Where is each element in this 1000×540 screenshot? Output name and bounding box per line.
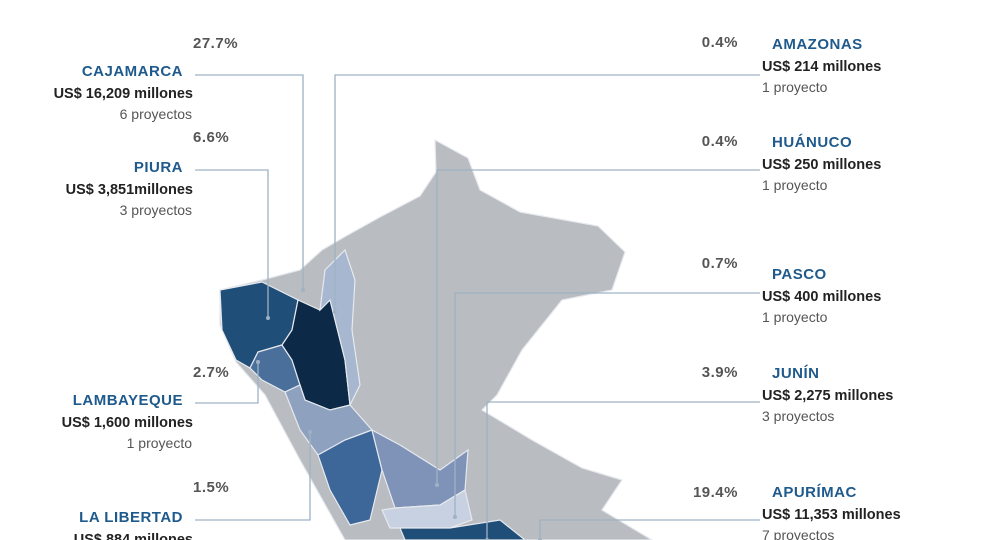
labels: 27.7% CAJAMARCA US$ 16,209 millones 6 proye… (54, 34, 901, 540)
region-name: JUNÍN (772, 365, 820, 382)
projects: 3 proyectos (120, 202, 192, 218)
amount: US$ 16,209 millones (54, 86, 193, 102)
leader-dot (308, 430, 312, 434)
leader-line (539, 519, 760, 540)
percent: 0.7% (702, 255, 738, 272)
region-name: HUÁNUCO (772, 134, 852, 151)
leader-line (334, 74, 760, 312)
leader-line (195, 362, 259, 404)
region-name: AMAZONAS (772, 36, 863, 53)
percent: 6.6% (193, 129, 229, 146)
leader-dot (333, 310, 337, 314)
amount: US$ 1,600 millones (62, 415, 193, 431)
leader-line (195, 432, 311, 521)
percent: 2.7% (193, 364, 229, 381)
leader-line (454, 292, 760, 517)
leader-dot (266, 316, 270, 320)
leader-line (436, 169, 760, 485)
projects: 1 proyecto (762, 79, 828, 95)
leader-line (195, 74, 304, 290)
projects: 6 proyectos (120, 106, 192, 122)
leader-dot (453, 515, 457, 519)
region-name: PIURA (134, 159, 183, 176)
percent: 3.9% (702, 364, 738, 381)
region-name: LAMBAYEQUE (73, 392, 183, 409)
percent: 1.5% (193, 479, 229, 496)
amount: US$ 250 millones (762, 157, 881, 173)
amount: US$ 400 millones (762, 289, 881, 305)
leader-dot (301, 288, 305, 292)
projects: 3 proyectos (762, 408, 834, 424)
map (219, 138, 654, 540)
percent: 19.4% (693, 484, 738, 501)
amount: US$ 3,851millones (66, 182, 193, 198)
region-name: LA LIBERTAD (79, 509, 183, 526)
leader-line (486, 401, 760, 540)
region-name: CAJAMARCA (82, 63, 183, 80)
amount: US$ 214 millones (762, 59, 881, 75)
region-ancash (317, 429, 383, 526)
leader-dot (256, 360, 260, 364)
amount: US$ 884 millones (74, 532, 193, 540)
percent: 27.7% (193, 35, 238, 52)
leader-dot (435, 483, 439, 487)
amount: US$ 2,275 millones (762, 388, 893, 404)
percent: 0.4% (702, 133, 738, 150)
region-name: PASCO (772, 266, 827, 283)
region-name: APURÍMAC (772, 484, 857, 501)
region-junin (399, 519, 526, 540)
amount: US$ 11,353 millones (762, 507, 901, 523)
leader-line (195, 169, 269, 318)
projects: 1 proyecto (762, 177, 828, 193)
projects: 1 proyecto (127, 435, 193, 451)
percent: 0.4% (702, 34, 738, 51)
projects: 7 proyectos (762, 527, 834, 540)
projects: 1 proyecto (762, 309, 828, 325)
